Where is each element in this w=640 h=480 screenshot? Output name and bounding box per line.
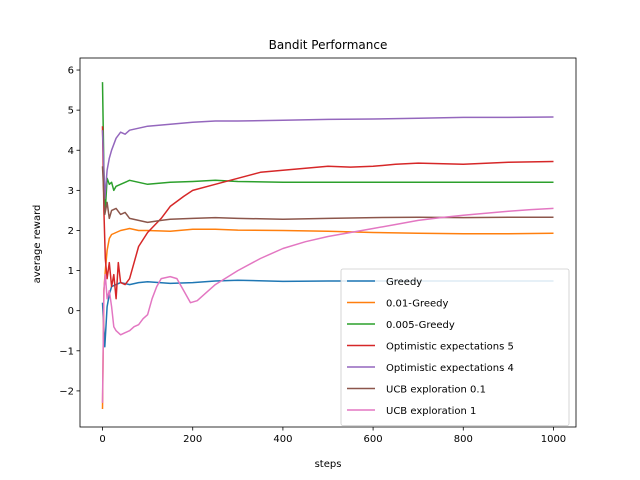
legend-label-3: Optimistic expectations 5	[386, 342, 514, 353]
y-tick-label: −1	[59, 346, 74, 357]
x-tick-label: 0	[99, 434, 105, 445]
y-tick-label: 6	[68, 66, 74, 77]
x-tick-label: 1000	[541, 434, 566, 445]
x-axis-title: steps	[315, 459, 342, 470]
x-tick-label: 800	[454, 434, 473, 445]
series-line-2	[101, 82, 554, 212]
y-tick-label: 3	[68, 186, 74, 197]
legend-label-0: Greedy	[386, 277, 422, 288]
legend-label-2: 0.005-Greedy	[386, 320, 455, 331]
legend-label-5: UCB exploration 0.1	[386, 385, 486, 396]
x-tick-label: 600	[364, 434, 383, 445]
chart-title: Bandit Performance	[269, 38, 388, 52]
series-line-4	[101, 116, 554, 200]
axes-frame	[79, 57, 577, 428]
series-line-3	[101, 126, 554, 300]
series-layer	[101, 82, 554, 410]
series-line-5	[101, 166, 554, 224]
x-tick-label: 200	[183, 434, 202, 445]
y-tick-label: 5	[68, 106, 74, 117]
y-tick-label: 1	[68, 266, 74, 277]
legend-label-6: UCB exploration 1	[386, 406, 476, 417]
legend-label-1: 0.01-Greedy	[386, 299, 449, 310]
y-tick-label: 2	[68, 226, 74, 237]
y-axis-title: average reward	[32, 205, 43, 284]
legend: Greedy 0.01-Greedy 0.005-Greedy Optimistic …	[340, 268, 570, 426]
legend-label-4: Optimistic expectations 4	[386, 363, 514, 374]
y-tick-label: 0	[68, 306, 74, 317]
series-line-6	[101, 207, 554, 403]
x-tick-label: 400	[273, 434, 292, 445]
y-tick-label: 4	[68, 146, 74, 157]
axes-layer: 0 200 400 600 800 1000 −2 −1 0 1 2 3 4 5 6	[59, 57, 577, 445]
legend-box	[340, 268, 570, 426]
y-tick-label: −2	[59, 386, 74, 397]
series-line-1	[101, 227, 554, 410]
